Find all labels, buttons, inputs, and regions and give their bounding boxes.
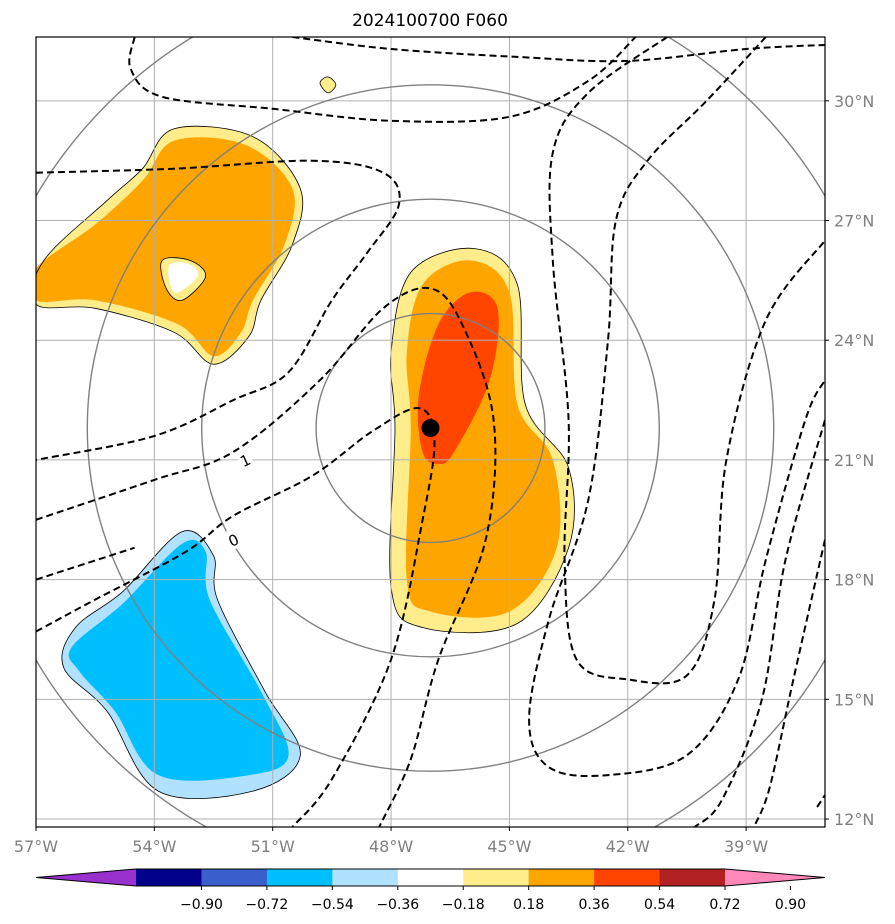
y-tick-label: 15°N (834, 690, 874, 709)
chart-title: 2024100700 F060 (352, 11, 508, 31)
colorbar-tick-label: −0.18 (442, 897, 485, 913)
range-ring-1 (200, 198, 661, 658)
y-tick-label: 18°N (834, 571, 874, 590)
region-outline-5 (160, 257, 207, 302)
colorbar-tick-label: 0.72 (709, 897, 740, 913)
x-tick-label: 51°W (251, 837, 295, 856)
y-tick-label: 27°N (834, 212, 874, 231)
colorbar-segment-7 (594, 869, 661, 886)
colorbar-segment-2 (266, 869, 333, 886)
x-tick-label: 39°W (724, 837, 768, 856)
y-tick-label: 21°N (834, 451, 874, 470)
x-tick-label: 45°W (487, 837, 531, 856)
colorbar-tick-label: −0.90 (180, 897, 223, 913)
colorbar-tick-label: −0.54 (311, 897, 354, 913)
colorbar-tick-label: 0.54 (644, 897, 675, 913)
contour-line-5 (292, 37, 825, 63)
contour-label-bg (226, 530, 241, 549)
colorbar-segment-5 (463, 869, 530, 886)
shaded-region-2 (417, 291, 499, 464)
colorbar-segment-6 (528, 869, 595, 886)
contour-line-8 (694, 419, 825, 827)
y-tick-label: 24°N (834, 331, 874, 350)
colorbar-segment-4 (397, 869, 464, 886)
colorbar-tick-label: 0.90 (775, 897, 806, 913)
shaded-region-4 (36, 137, 295, 357)
axes: 57°W 54°W 51°W 48°W 45°W 42°W 39°W 30°N 27°N 24°N… (14, 92, 874, 856)
contour-line-1 (36, 407, 436, 827)
colorbar-segment-3 (332, 869, 399, 886)
storm-center-marker (421, 419, 440, 438)
shaded-region-9 (320, 76, 336, 93)
colorbar-extend-low (36, 869, 136, 886)
plot-frame (35, 36, 826, 828)
x-tick-label: 57°W (14, 837, 58, 856)
shaded-region-6 (168, 262, 199, 293)
contour-line-0 (36, 286, 497, 827)
range-ring-0 (315, 312, 546, 544)
contour-line-6 (548, 37, 825, 685)
colorbar-tick-label: −0.72 (245, 897, 288, 913)
contour-line-10 (816, 794, 825, 808)
x-tick-label: 54°W (132, 837, 176, 856)
contour-line-4 (128, 37, 637, 123)
colorbar-frame (35, 868, 826, 887)
contour-line-9 (753, 539, 825, 827)
colorbar-extend-high (725, 869, 825, 886)
colorbar: −0.90 −0.72 −0.54 −0.36 −0.18 0.18 0.36 0.54 0.7… (35, 868, 826, 913)
region-outline-3 (36, 125, 304, 365)
colorbar-segment-0 (136, 869, 202, 886)
range-ring-2 (86, 84, 775, 772)
colorbar-tick-label: 0.36 (579, 897, 610, 913)
colorbar-tick-label: −0.36 (376, 897, 419, 913)
x-tick-label: 48°W (369, 837, 413, 856)
y-tick-label: 30°N (834, 92, 874, 111)
y-tick-label: 12°N (834, 810, 874, 829)
contour-line-3 (36, 159, 401, 461)
region-outline-0 (389, 247, 575, 634)
colorbar-segment-8 (659, 869, 726, 886)
contour-label-bg (238, 450, 253, 469)
colorbar-segment-1 (201, 869, 268, 886)
colorbar-tick-label: 0.18 (513, 897, 544, 913)
contour-line-2 (36, 546, 135, 581)
x-tick-label: 42°W (606, 837, 650, 856)
contour-line-7 (528, 37, 825, 778)
region-outline-9 (319, 76, 337, 94)
plot-area: 10 (36, 37, 825, 827)
region-outline-7 (61, 530, 301, 799)
